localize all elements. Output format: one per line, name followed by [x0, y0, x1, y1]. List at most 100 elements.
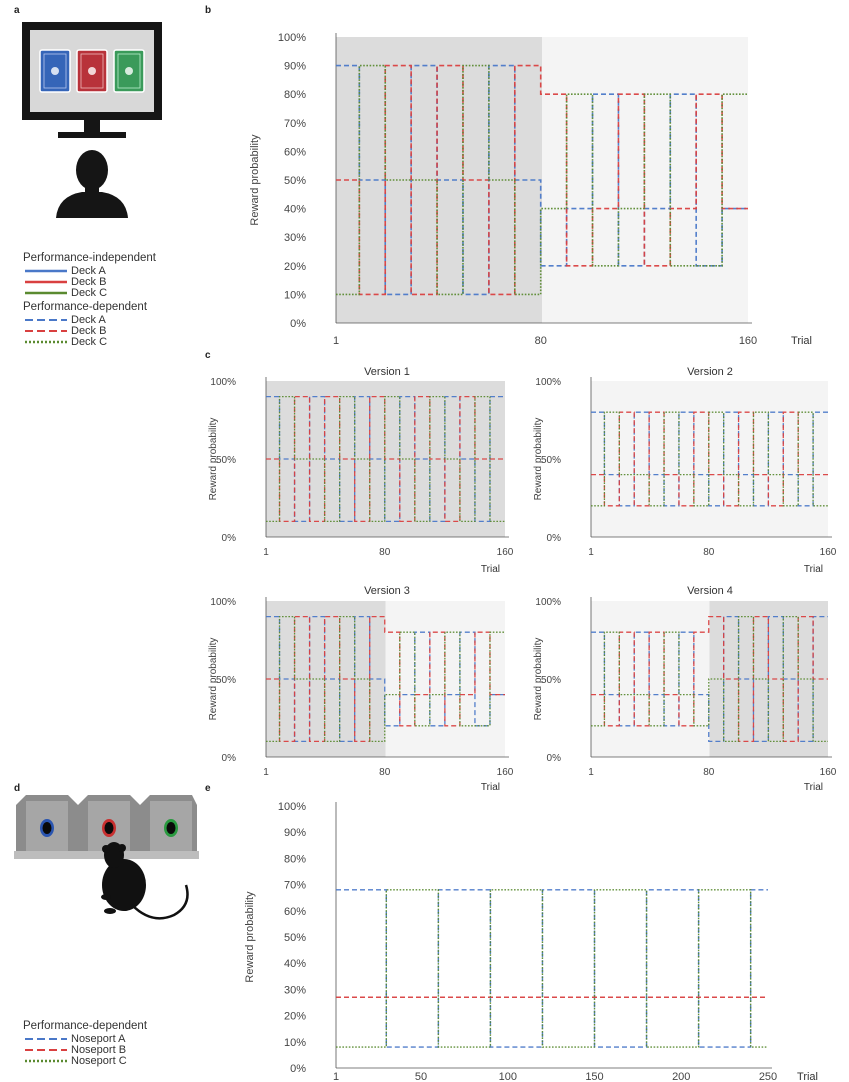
x-tick-label: 1: [263, 767, 269, 778]
legend-label: Deck C: [71, 336, 108, 348]
series-line-0: [336, 889, 768, 1048]
y-tick-label: 20%: [284, 1011, 306, 1023]
noseport-red-icon: [102, 819, 116, 837]
x-tick-label: 200: [672, 1071, 690, 1082]
card-green-icon: [113, 49, 145, 93]
y-tick-label: 50%: [284, 175, 306, 187]
x-tick-label: 160: [497, 547, 514, 558]
chart-c2: 0% 50% 100% 1 80 160 Reward probability Trial: [533, 377, 837, 575]
y-tick-label: 90%: [284, 61, 306, 73]
version-3-title: Version 3: [364, 585, 410, 597]
panel-label-e: e: [205, 783, 211, 794]
y-tick-label: 100%: [535, 597, 561, 608]
x-tick-label: 80: [535, 335, 547, 347]
y-tick-label: 80%: [284, 89, 306, 101]
legend-label: Noseport A: [71, 1033, 126, 1045]
x-tick-label: 1: [588, 767, 594, 778]
x-tick-label: 1: [333, 1071, 339, 1082]
y-tick-label: 70%: [284, 880, 306, 892]
shade-region: [591, 381, 828, 537]
noseport-green-icon: [164, 819, 178, 837]
y-tick-label: 50%: [284, 932, 306, 944]
y-tick-label: 60%: [284, 146, 306, 158]
y-axis-label: Reward probability: [208, 638, 219, 721]
x-tick-label: 80: [379, 547, 391, 558]
x-tick-label: 50: [415, 1071, 427, 1082]
chart-b: 0% 10% 20% 30% 40% 50% 60% 70% 80% 90% 100% 1 80 160 R…: [249, 32, 812, 347]
card-blue-icon: [39, 49, 71, 93]
x-tick-label: 80: [379, 767, 391, 778]
series-line-1: [591, 615, 828, 743]
y-tick-label: 60%: [284, 906, 306, 918]
x-tick-label: 1: [263, 547, 269, 558]
series-line-0: [266, 395, 505, 523]
chart-e: 0%10%20%30%40%50%60%70%80%90%100%1 50 100 1…: [244, 801, 818, 1082]
y-tick-label: 30%: [284, 984, 306, 996]
y-axis-label: Reward probability: [249, 134, 261, 226]
y-tick-label: 20%: [284, 261, 306, 273]
y-tick-label: 0%: [222, 753, 237, 764]
monitor-person-illustration: [22, 22, 162, 218]
version-1-title: Version 1: [364, 366, 410, 378]
x-tick-label: 80: [703, 767, 715, 778]
y-tick-label: 30%: [284, 232, 306, 244]
monitor-base: [58, 132, 126, 138]
x-axis-label: Trial: [481, 782, 500, 793]
x-tick-label: 160: [497, 767, 514, 778]
panel-label-c: c: [205, 350, 211, 361]
noseport-blue-icon: [40, 819, 54, 837]
y-tick-label: 40%: [284, 204, 306, 216]
y-tick-label: 0%: [547, 753, 562, 764]
card-red-icon: [76, 49, 108, 93]
x-tick-label: 1: [588, 547, 594, 558]
chart-c1: 0% 50% 100% 1 80 160 Reward probability Trial: [208, 377, 514, 575]
x-tick-label: 160: [739, 335, 757, 347]
legend-d-noseport-b: Noseport B: [23, 1045, 198, 1056]
series-line-2: [591, 411, 828, 507]
legend-label: Deck C: [71, 287, 108, 299]
monitor-neck: [84, 120, 100, 132]
x-tick-label: 160: [820, 547, 837, 558]
x-tick-label: 160: [820, 767, 837, 778]
y-axis-label: Reward probability: [533, 418, 544, 501]
legend-a-dependent-title: Performance-dependent: [23, 301, 148, 313]
panel-label-b: b: [205, 5, 212, 16]
panel-label-d: d: [14, 783, 21, 794]
legend-a-independent-a: Deck A: [23, 266, 193, 277]
y-axis-label: Reward probability: [244, 891, 256, 983]
legend-a-independent-c: Deck C: [23, 288, 193, 299]
legend-d-dependent-title: Performance-dependent: [23, 1020, 148, 1032]
y-tick-label: 80%: [284, 853, 306, 865]
y-tick-label: 100%: [210, 377, 236, 388]
x-axis-label: Trial: [797, 1071, 818, 1082]
series-line-0: [591, 411, 828, 507]
legend-a-dependent-a: Deck A: [23, 315, 193, 326]
chart-c4: 0% 50% 100% 1 80 160 Reward probability Trial: [533, 597, 837, 793]
person-silhouette-icon: [56, 150, 128, 218]
legend-d: Performance-dependent Noseport A Nosepor…: [23, 1020, 198, 1067]
legend-label: Deck B: [71, 276, 107, 288]
y-tick-label: 100%: [278, 32, 306, 44]
y-tick-label: 100%: [278, 801, 306, 813]
rat-silhouette-icon: [101, 842, 189, 920]
legend-label: Deck A: [71, 265, 106, 277]
series-line-2: [266, 615, 505, 743]
y-tick-label: 50%: [216, 455, 236, 466]
legend-label: Deck B: [71, 325, 107, 337]
series-line-2: [336, 889, 768, 1048]
y-tick-label: 70%: [284, 118, 306, 130]
x-axis-label: Trial: [481, 564, 500, 575]
shade-region: [591, 601, 710, 757]
y-tick-label: 10%: [284, 1037, 306, 1049]
y-tick-label: 0%: [290, 318, 306, 330]
noseport-rat-illustration: [14, 795, 199, 920]
legend-a-dependent-c: Deck C: [23, 337, 193, 348]
legend-label: Noseport B: [71, 1044, 127, 1056]
legend-label: Noseport C: [71, 1055, 127, 1067]
y-axis-label: Reward probability: [208, 418, 219, 501]
y-tick-label: 0%: [547, 533, 562, 544]
y-axis-label: Reward probability: [533, 638, 544, 721]
legend-a-dependent-b: Deck B: [23, 326, 193, 337]
x-tick-label: 100: [499, 1071, 517, 1082]
